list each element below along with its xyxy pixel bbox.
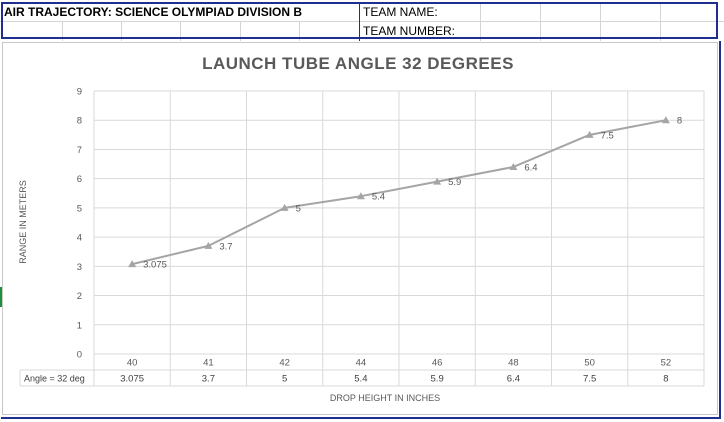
team-number-label[interactable]: TEAM NUMBER:: [363, 24, 456, 38]
team-name-label[interactable]: TEAM NAME:: [363, 5, 438, 19]
data-label: 3.7: [219, 241, 232, 252]
y-axis-title: RANGE IN METERS: [18, 180, 28, 264]
data-table-value: 8: [663, 374, 668, 385]
data-table: 40 41 42 44 46 48 50 52 Angle = 32 deg 3.075 3.7 5 5…: [19, 358, 704, 387]
data-point-marker: [509, 162, 518, 170]
y-axis: 0 1 2 3 4 5 6 7 8 9: [77, 87, 82, 361]
line-chart: LAUNCH TUBE ANGLE 32 DEGREES RANGE IN ME…: [18, 54, 705, 403]
data-label: 5.9: [448, 177, 461, 188]
data-point-marker: [585, 130, 594, 138]
gridlines: [93, 90, 705, 386]
data-table-series-name: Angle = 32 deg: [24, 374, 85, 384]
y-tick-label: 7: [77, 145, 82, 156]
data-table-value: 5.4: [354, 374, 367, 385]
series: 3.075 3.7 5 5.4 5.9 6.4 7.5 8: [128, 116, 682, 271]
sheet-header: AIR TRAJECTORY: SCIENCE OLYMPIAD DIVISIO…: [0, 0, 724, 42]
data-table-value: 5: [282, 374, 287, 385]
cell-divider: [359, 3, 360, 41]
x-tick-label: 50: [584, 358, 595, 369]
data-label: 7.5: [601, 130, 614, 141]
x-axis-title: DROP HEIGHT IN INCHES: [330, 393, 440, 403]
data-label: 6.4: [524, 162, 537, 173]
x-tick-label: 44: [356, 358, 367, 369]
x-tick-label: 48: [508, 358, 519, 369]
data-point-marker: [661, 116, 670, 124]
data-point-marker: [204, 241, 213, 249]
header-border: [1, 2, 718, 39]
cell-divider: [180, 21, 181, 41]
data-point-marker: [356, 192, 365, 200]
data-point-marker: [280, 203, 289, 211]
y-tick-label: 3: [77, 262, 82, 273]
cell-divider: [660, 3, 661, 41]
row-selection-marker: [0, 287, 2, 307]
y-tick-label: 4: [77, 233, 82, 244]
y-tick-label: 2: [77, 291, 82, 302]
x-tick-label: 41: [203, 358, 214, 369]
x-tick-label: 42: [279, 358, 290, 369]
header-row-divider: [0, 21, 724, 22]
data-table-value: 5.9: [431, 374, 444, 385]
sheet-title[interactable]: AIR TRAJECTORY: SCIENCE OLYMPIAD DIVISIO…: [4, 5, 303, 19]
sheet-border-bottom: [1, 417, 721, 419]
cell-divider: [62, 21, 63, 41]
data-table-value: 3.075: [120, 374, 144, 385]
data-table-value: 3.7: [202, 374, 215, 385]
sheet-border-right: [719, 41, 721, 419]
x-tick-label: 52: [661, 358, 672, 369]
cell-divider: [480, 3, 481, 41]
x-tick-label: 46: [432, 358, 443, 369]
y-tick-label: 9: [77, 87, 82, 98]
data-table-value: 6.4: [507, 374, 520, 385]
y-tick-label: 0: [77, 350, 82, 361]
data-label: 3.075: [143, 260, 167, 271]
data-table-value: 7.5: [583, 374, 596, 385]
cell-divider: [240, 21, 241, 41]
data-point-marker: [433, 177, 442, 185]
y-tick-label: 8: [77, 116, 82, 127]
y-tick-label: 1: [77, 320, 82, 331]
chart-area[interactable]: LAUNCH TUBE ANGLE 32 DEGREES RANGE IN ME…: [2, 42, 718, 415]
y-tick-label: 5: [77, 203, 82, 214]
cell-divider: [299, 21, 300, 41]
x-tick-label: 40: [127, 358, 138, 369]
cell-divider: [540, 3, 541, 41]
data-label: 8: [677, 116, 682, 127]
data-point-marker: [128, 260, 137, 268]
data-label: 5: [296, 203, 301, 214]
series-line: [131, 119, 667, 266]
chart-title: LAUNCH TUBE ANGLE 32 DEGREES: [202, 54, 514, 73]
data-label: 5.4: [372, 192, 385, 203]
cell-divider: [121, 21, 122, 41]
cell-divider: [600, 3, 601, 41]
y-tick-label: 6: [77, 174, 82, 185]
